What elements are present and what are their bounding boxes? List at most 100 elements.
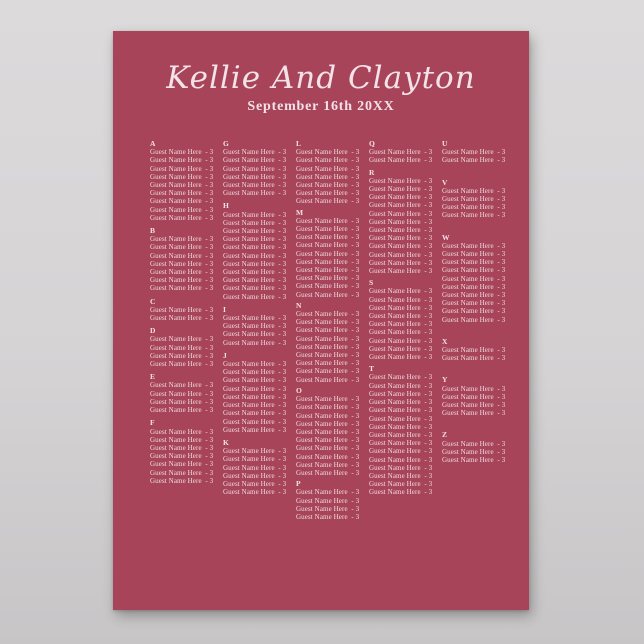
- guest-entry: Guest Name Here - 3: [369, 430, 433, 439]
- guest-entry: Guest Name Here - 3: [442, 211, 506, 220]
- poster-subtitle: September 16th 20XX: [247, 99, 395, 114]
- guest-entry: Guest Name Here - 3: [223, 384, 287, 393]
- guest-entry: Guest Name Here - 3: [369, 471, 433, 480]
- guest-entry: Guest Name Here - 3: [296, 282, 360, 291]
- section-letter: A: [150, 139, 156, 148]
- guest-entry: Guest Name Here - 3: [223, 409, 287, 418]
- guest-entry: Guest Name Here - 3: [223, 314, 287, 323]
- guest-entry: Guest Name Here - 3: [369, 406, 433, 415]
- guest-entry: Guest Name Here - 3: [296, 266, 360, 275]
- guest-entry: Guest Name Here - 3: [223, 322, 287, 331]
- guest-entry: Guest Name Here - 3: [223, 284, 287, 293]
- section-letter: S: [369, 278, 374, 288]
- guest-entry: Guest Name Here - 3: [150, 343, 214, 352]
- guest-entry: Guest Name Here - 3: [150, 181, 214, 190]
- section-letter: M: [296, 207, 304, 217]
- guest-entry: Guest Name Here - 3: [150, 427, 214, 436]
- guest-entry: Guest Name Here - 3: [223, 479, 287, 488]
- guest-entry: Guest Name Here - 3: [369, 185, 433, 194]
- guest-entry: Guest Name Here - 3: [150, 268, 214, 277]
- guest-entry: Guest Name Here - 3: [223, 164, 287, 173]
- guest-entry: Guest Name Here - 3: [369, 398, 433, 407]
- guest-entry: Guest Name Here - 3: [296, 310, 360, 319]
- guest-entry: Guest Name Here - 3: [369, 250, 433, 259]
- guest-entry: Guest Name Here - 3: [150, 452, 214, 461]
- guest-entry: Guest Name Here - 3: [442, 186, 506, 195]
- guest-entry: Guest Name Here - 3: [223, 210, 287, 219]
- guest-entry: Guest Name Here - 3: [442, 203, 506, 212]
- section-letter: L: [296, 139, 302, 148]
- guest-entry: Guest Name Here - 3: [223, 338, 287, 347]
- guest-entry: Guest Name Here - 3: [369, 439, 433, 448]
- section-letter: I: [223, 304, 227, 314]
- section-letter: G: [223, 139, 230, 148]
- guest-entry: Guest Name Here - 3: [369, 193, 433, 202]
- guest-entry: Guest Name Here - 3: [296, 241, 360, 250]
- guest-entry: Guest Name Here - 3: [369, 242, 433, 251]
- guest-entry: Guest Name Here - 3: [223, 417, 287, 426]
- guest-entry: Guest Name Here - 3: [223, 189, 287, 198]
- guest-entry: Guest Name Here - 3: [369, 217, 433, 226]
- guest-entry: Guest Name Here - 3: [442, 401, 506, 410]
- guest-entry: Guest Name Here - 3: [296, 216, 360, 225]
- guest-entry: Guest Name Here - 3: [223, 243, 287, 252]
- section-letter: F: [150, 418, 155, 428]
- guest-entry: Guest Name Here - 3: [223, 268, 287, 277]
- guest-entry: Guest Name Here - 3: [150, 156, 214, 165]
- section-letter: R: [369, 167, 375, 177]
- guest-entry: Guest Name Here - 3: [369, 422, 433, 431]
- guest-entry: Guest Name Here - 3: [150, 284, 214, 293]
- section-letter: X: [442, 336, 448, 346]
- guest-entry: Guest Name Here - 3: [442, 439, 506, 448]
- section-letter: O: [296, 385, 303, 395]
- letter-section-q: Q Guest Name Here - 3 Guest Name Here - 3: [369, 139, 442, 165]
- guest-entry: Guest Name Here - 3: [150, 468, 214, 477]
- guest-entry: Guest Name Here - 3: [150, 259, 214, 268]
- guest-entry: Guest Name Here - 3: [296, 274, 360, 283]
- guest-entry: Guest Name Here - 3: [296, 496, 360, 505]
- seating-chart-poster[interactable]: Kellie And Clayton September 16th 20XX A…: [113, 31, 529, 610]
- guest-entry: Guest Name Here - 3: [150, 251, 214, 260]
- section-letter: E: [150, 372, 156, 382]
- guest-entry: Guest Name Here - 3: [369, 344, 433, 353]
- guest-entry: Guest Name Here - 3: [296, 468, 360, 477]
- guest-entry: Guest Name Here - 3: [223, 360, 287, 369]
- guest-entry: Guest Name Here - 3: [442, 354, 506, 363]
- guest-entry: Guest Name Here - 3: [223, 259, 287, 268]
- guest-entry: Guest Name Here - 3: [223, 488, 287, 497]
- guest-entry: Guest Name Here - 3: [296, 233, 360, 242]
- seating-column: Q Guest Name Here - 3 Guest Name Here - 3 R…: [369, 139, 442, 524]
- guest-entry: Guest Name Here - 3: [150, 460, 214, 469]
- guest-entry: Guest Name Here - 3: [150, 276, 214, 285]
- guest-entry: Guest Name Here - 3: [223, 251, 287, 260]
- guest-entry: Guest Name Here - 3: [296, 452, 360, 461]
- guest-entry: Guest Name Here - 3: [442, 315, 506, 324]
- guest-entry: Guest Name Here - 3: [150, 148, 214, 157]
- guest-entry: Guest Name Here - 3: [369, 226, 433, 235]
- guest-entry: Guest Name Here - 3: [296, 460, 360, 469]
- guest-entry: Guest Name Here - 3: [442, 274, 506, 283]
- guest-entry: Guest Name Here - 3: [223, 292, 287, 301]
- guest-entry: Guest Name Here - 3: [296, 257, 360, 266]
- guest-entry: Guest Name Here - 3: [150, 435, 214, 444]
- guest-entry: Guest Name Here - 3: [296, 427, 360, 436]
- guest-entry: Guest Name Here - 3: [223, 425, 287, 434]
- guest-entry: Guest Name Here - 3: [150, 205, 214, 214]
- guest-entry: Guest Name Here - 3: [442, 307, 506, 316]
- section-letter: V: [442, 177, 448, 187]
- guest-entry: Guest Name Here - 3: [223, 447, 287, 456]
